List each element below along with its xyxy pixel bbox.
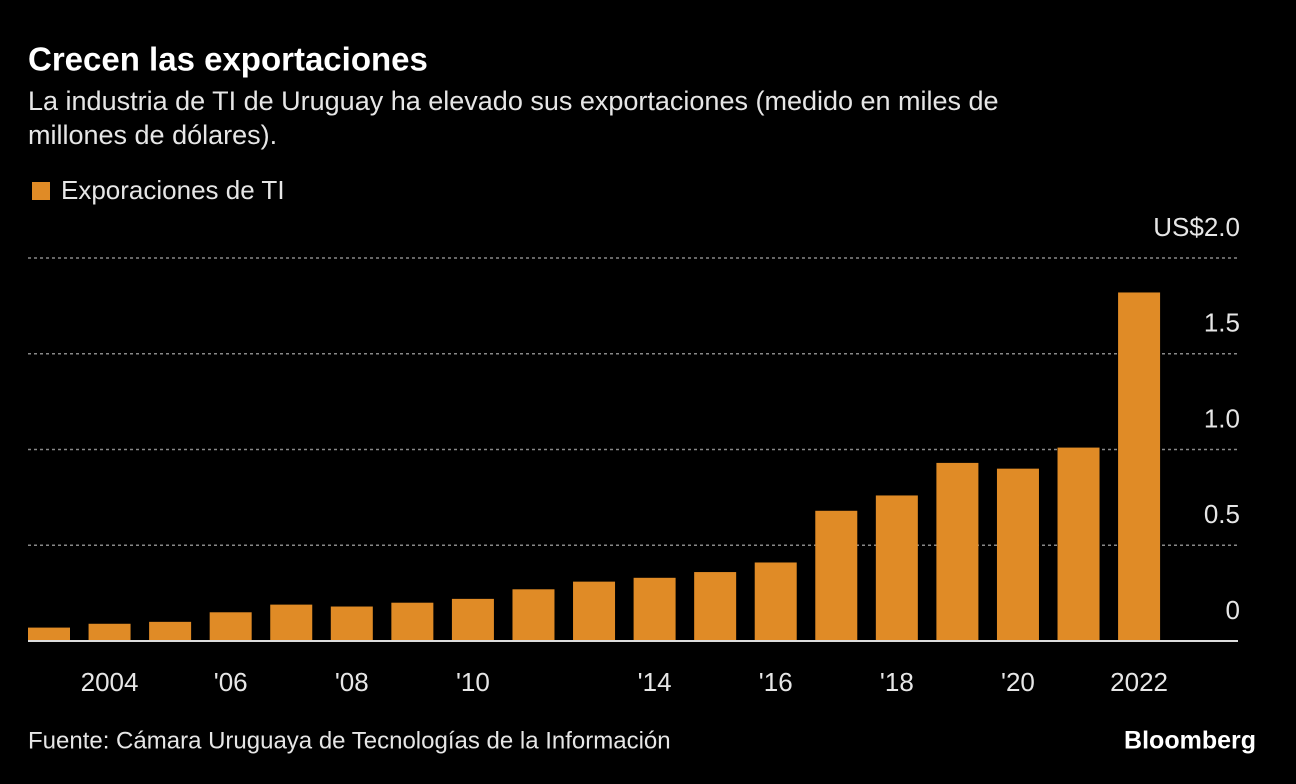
y-tick-label: 1.5 xyxy=(1204,308,1240,338)
x-tick-label: 2004 xyxy=(81,667,139,697)
bar xyxy=(270,604,313,641)
bar xyxy=(330,606,373,641)
y-tick-label: 1.0 xyxy=(1204,403,1240,433)
brand: Bloomberg xyxy=(1124,727,1256,755)
x-tick-label: '14 xyxy=(638,667,672,697)
source: Fuente: Cámara Uruguaya de Tecnologías d… xyxy=(28,727,671,754)
x-tick-label: '10 xyxy=(456,667,490,697)
bar xyxy=(754,562,797,641)
y-tick-label: US$2.0 xyxy=(1153,212,1240,242)
y-tick-label: 0 xyxy=(1226,595,1240,625)
bar xyxy=(633,577,676,641)
x-tick-label: '16 xyxy=(759,667,793,697)
x-tick-label: 2022 xyxy=(1110,667,1168,697)
legend-swatch xyxy=(32,182,50,200)
bar xyxy=(815,510,858,641)
x-tick-label: '08 xyxy=(335,667,369,697)
bar xyxy=(391,602,434,641)
bar xyxy=(28,627,70,641)
bar xyxy=(573,581,616,641)
bar xyxy=(209,612,252,641)
bar xyxy=(996,468,1039,641)
bar xyxy=(936,462,979,641)
bar xyxy=(88,623,131,641)
legend-label: Exporaciones de TI xyxy=(61,175,285,205)
x-tick-label: '20 xyxy=(1001,667,1035,697)
bar xyxy=(512,589,555,641)
y-tick-label: 0.5 xyxy=(1204,499,1240,529)
chart-subtitle: La industria de TI de Uruguay ha elevado… xyxy=(28,86,999,150)
bar xyxy=(1118,292,1161,641)
chart-title: Crecen las exportaciones xyxy=(28,41,428,78)
x-tick-label: '18 xyxy=(880,667,914,697)
bar xyxy=(1057,447,1100,641)
x-tick-label: '06 xyxy=(214,667,248,697)
bar xyxy=(149,621,192,641)
bar xyxy=(451,598,494,641)
bar xyxy=(875,495,918,641)
bar xyxy=(694,572,737,641)
